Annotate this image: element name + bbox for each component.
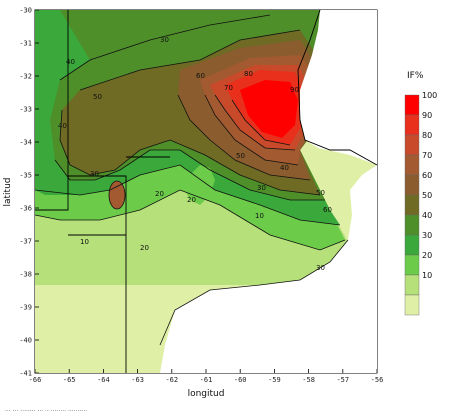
legend-tick-label: 30 (422, 231, 432, 240)
contour-label: 80 (244, 70, 253, 78)
x-tick-label: -63 (131, 376, 144, 384)
legend-tick-label: 60 (422, 171, 432, 180)
legend-swatch (404, 214, 420, 236)
caption-fragment: ··· ··· ········ ··· ·· ········ ·······… (5, 408, 87, 415)
contour-line (34, 164, 341, 226)
contour-label: 30 (160, 36, 169, 44)
legend-swatch (404, 254, 420, 276)
ocean (300, 10, 377, 165)
x-tick-label: -66 (29, 376, 42, 384)
y-axis-label: latitud (3, 178, 13, 207)
legend-tick-label: 20 (422, 251, 432, 260)
legend-swatch (404, 274, 420, 296)
contour-line (79, 29, 301, 91)
legend-swatch (404, 94, 420, 116)
y-tick-label: -40 (19, 337, 32, 345)
contour-label-group: 30 40 50 60 70 80 90 50 40 30 20 10 20 3… (58, 36, 332, 272)
y-tick-label: -33 (19, 106, 32, 114)
contour-label: 40 (280, 164, 289, 172)
filled-contours (35, 10, 377, 373)
y-tick-label: -36 (19, 205, 32, 213)
x-tick-label: -61 (200, 376, 213, 384)
legend-tick-label: 100 (422, 91, 437, 100)
contour-line (59, 14, 271, 81)
boundary-line (68, 175, 127, 373)
legend-swatch (404, 134, 420, 156)
legend-swatch (404, 234, 420, 256)
legend-swatch (404, 194, 420, 216)
y-tick-label: -38 (19, 271, 32, 279)
x-tick-label: -59 (268, 376, 281, 384)
legend-swatches: 100 90 80 70 60 50 40 30 20 10 (404, 91, 437, 316)
legend-swatch (404, 294, 420, 316)
contour-label: 90 (290, 86, 299, 94)
boundary-line (297, 9, 378, 166)
contour-label: 20 (140, 244, 149, 252)
y-tick-label: -30 (19, 7, 32, 15)
contour-band-100 (240, 80, 298, 138)
x-tick-labels: -66 -65 -64 -63 -62 -61 -60 -59 -58 -57 -56 (29, 369, 384, 384)
contour-line (177, 94, 311, 181)
x-tick-label: -58 (302, 376, 315, 384)
x-tick-label: -60 (234, 376, 247, 384)
contour-label: 10 (80, 238, 89, 246)
contour-line (231, 99, 291, 146)
contour-label: 30 (257, 184, 266, 192)
legend-title: IF% (407, 71, 424, 81)
contour-label: 50 (93, 93, 102, 101)
contour-label: 30 (316, 264, 325, 272)
x-axis-label: longitud (188, 389, 225, 399)
x-tick-label: -64 (97, 376, 110, 384)
contour-label: 50 (316, 189, 325, 197)
legend-tick-label: 80 (422, 131, 432, 140)
x-tick-label: -65 (63, 376, 76, 384)
legend-tick-label: 70 (422, 151, 432, 160)
contour-label: 60 (196, 72, 205, 80)
x-tick-label: -62 (165, 376, 178, 384)
legend-tick-label: 10 (422, 271, 432, 280)
boundary-line (35, 10, 69, 211)
contour-label: 10 (255, 212, 264, 220)
x-tick-label: -56 (371, 376, 384, 384)
legend-tick-label: 50 (422, 191, 432, 200)
contour-label: 70 (224, 84, 233, 92)
y-tick-label: -41 (19, 370, 32, 378)
contour-blob (109, 181, 125, 209)
contour-label: 40 (66, 58, 75, 66)
contour-label: 40 (58, 122, 67, 130)
contour-label: 20 (187, 196, 196, 204)
contour-line (59, 109, 321, 196)
ocean-south (160, 165, 377, 373)
contour-label: 50 (236, 152, 245, 160)
y-tick-label: -34 (19, 139, 32, 147)
legend: IF% 100 90 80 70 60 50 40 30 20 10 (404, 71, 437, 316)
contour-line (54, 149, 325, 201)
contour-line (204, 94, 299, 166)
legend-tick-label: 40 (422, 211, 432, 220)
y-tick-label: -35 (19, 172, 32, 180)
contour-line (34, 189, 346, 251)
x-tick-label: -57 (336, 376, 349, 384)
legend-swatch (404, 114, 420, 136)
contour-label: 20 (155, 190, 164, 198)
y-tick-label: -32 (19, 73, 32, 81)
y-tick-label: -37 (19, 238, 32, 246)
province-boundaries (35, 9, 378, 373)
y-tick-labels: -30 -31 -32 -33 -34 -35 -36 -37 -38 -39 -40 -41 (19, 7, 39, 378)
contour-lines (34, 14, 349, 346)
contour-label: 30 (90, 170, 99, 178)
legend-tick-label: 90 (422, 111, 432, 120)
contour-line (108, 180, 126, 210)
contour-line (214, 94, 296, 151)
contour-label: 60 (323, 206, 332, 214)
legend-swatch (404, 154, 420, 176)
y-tick-label: -39 (19, 304, 32, 312)
y-tick-label: -31 (19, 40, 32, 48)
legend-swatch (404, 174, 420, 196)
contour-line (159, 239, 349, 346)
